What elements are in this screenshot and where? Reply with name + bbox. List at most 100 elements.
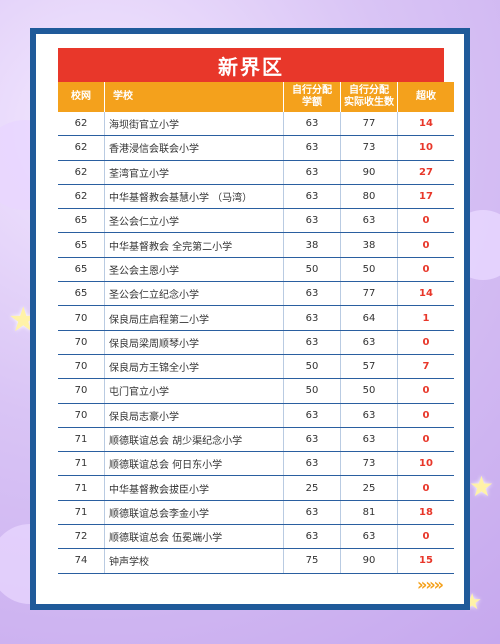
cell-over: 14 bbox=[397, 281, 454, 307]
cell-school: 保良局庄启程第二小学 bbox=[104, 305, 284, 331]
cell-over: 0 bbox=[397, 403, 454, 428]
table-body: 62 海坝街官立小学 63 77 14 62 香港浸信会联会小学 63 73 10 62 荃湾官立小学… bbox=[58, 112, 454, 574]
cell-school: 顺德联谊总会 何日东小学 bbox=[104, 451, 284, 477]
schools-table: 校网 学校 自行分配 学额 自行分配 实际收生数 超收 62 海坝街官立小学 63 7… bbox=[58, 82, 454, 574]
cell-admitted: 90 bbox=[340, 548, 398, 574]
cell-over: 17 bbox=[397, 184, 454, 210]
cell-allocated: 63 bbox=[283, 451, 341, 477]
table-row: 70 保良局庄启程第二小学 63 64 1 bbox=[58, 305, 454, 331]
cell-school: 荃湾官立小学 bbox=[104, 160, 284, 185]
cell-admitted: 38 bbox=[340, 232, 398, 258]
cell-allocated: 75 bbox=[283, 548, 341, 574]
table-row: 71 顺德联谊总会李金小学 63 81 18 bbox=[58, 500, 454, 526]
cell-admitted: 50 bbox=[340, 257, 398, 283]
cell-allocated: 38 bbox=[283, 232, 341, 258]
cell-over: 1 bbox=[397, 305, 454, 331]
cell-school: 香港浸信会联会小学 bbox=[104, 135, 284, 161]
header-school: 学校 bbox=[104, 82, 284, 112]
header-over: 超收 bbox=[397, 82, 454, 112]
cell-school: 保良局志豪小学 bbox=[104, 403, 284, 428]
header-admitted: 自行分配 实际收生数 bbox=[340, 82, 398, 112]
cell-net: 65 bbox=[58, 232, 105, 258]
cell-school: 圣公会主恩小学 bbox=[104, 257, 284, 283]
document-frame: 新界区 校网 学校 自行分配 学额 自行分配 实际收生数 超收 62 海坝街官立小… bbox=[30, 28, 470, 610]
cell-school: 保良局方王锦全小学 bbox=[104, 354, 284, 380]
cell-over: 10 bbox=[397, 451, 454, 477]
cell-allocated: 50 bbox=[283, 354, 341, 380]
cell-admitted: 80 bbox=[340, 184, 398, 210]
cell-net: 65 bbox=[58, 208, 105, 234]
cell-school: 中华基督教会 全完第二小学 bbox=[104, 232, 284, 258]
table-row: 62 香港浸信会联会小学 63 73 10 bbox=[58, 135, 454, 161]
cell-allocated: 63 bbox=[283, 500, 341, 526]
cell-net: 62 bbox=[58, 112, 105, 137]
cell-over: 0 bbox=[397, 475, 454, 501]
header-allocated-label: 自行分配 学额 bbox=[292, 85, 332, 108]
cell-over: 7 bbox=[397, 354, 454, 380]
cell-school: 屯门官立小学 bbox=[104, 378, 284, 404]
cell-allocated: 63 bbox=[283, 112, 341, 137]
table-row: 70 保良局梁周顺琴小学 63 63 0 bbox=[58, 330, 454, 355]
cell-net: 62 bbox=[58, 135, 105, 161]
cell-over: 0 bbox=[397, 378, 454, 404]
cell-allocated: 63 bbox=[283, 281, 341, 307]
cell-allocated: 63 bbox=[283, 403, 341, 428]
table-row: 70 屯门官立小学 50 50 0 bbox=[58, 378, 454, 404]
table-row: 65 中华基督教会 全完第二小学 38 38 0 bbox=[58, 232, 454, 258]
cell-allocated: 25 bbox=[283, 475, 341, 501]
cell-allocated: 63 bbox=[283, 184, 341, 210]
table-row: 71 顺德联谊总会 胡少渠纪念小学 63 63 0 bbox=[58, 427, 454, 453]
cell-school: 钟声学校 bbox=[104, 548, 284, 574]
cell-over: 10 bbox=[397, 135, 454, 161]
cell-over: 0 bbox=[397, 427, 454, 453]
cell-net: 70 bbox=[58, 330, 105, 355]
table-row: 70 保良局方王锦全小学 50 57 7 bbox=[58, 354, 454, 380]
cell-admitted: 81 bbox=[340, 500, 398, 526]
table-row: 65 圣公会仁立小学 63 63 0 bbox=[58, 208, 454, 234]
table-row: 62 中华基督教会基慧小学 （马湾） 63 80 17 bbox=[58, 184, 454, 210]
cell-school: 海坝街官立小学 bbox=[104, 112, 284, 137]
cell-allocated: 63 bbox=[283, 330, 341, 355]
cell-school: 顺德联谊总会李金小学 bbox=[104, 500, 284, 526]
cell-net: 70 bbox=[58, 305, 105, 331]
header-net: 校网 bbox=[58, 82, 105, 112]
cell-net: 62 bbox=[58, 160, 105, 185]
cell-net: 71 bbox=[58, 500, 105, 526]
cell-allocated: 63 bbox=[283, 305, 341, 331]
cell-net: 72 bbox=[58, 524, 105, 550]
cell-over: 15 bbox=[397, 548, 454, 574]
cell-admitted: 57 bbox=[340, 354, 398, 380]
cell-allocated: 63 bbox=[283, 208, 341, 234]
cell-allocated: 50 bbox=[283, 257, 341, 283]
cell-admitted: 77 bbox=[340, 112, 398, 137]
cell-admitted: 63 bbox=[340, 330, 398, 355]
cell-allocated: 63 bbox=[283, 524, 341, 550]
cell-net: 71 bbox=[58, 475, 105, 501]
cell-admitted: 90 bbox=[340, 160, 398, 185]
table-row: 72 顺德联谊总会 伍冕端小学 63 63 0 bbox=[58, 524, 454, 550]
cell-allocated: 63 bbox=[283, 160, 341, 185]
cell-over: 18 bbox=[397, 500, 454, 526]
cell-school: 顺德联谊总会 伍冕端小学 bbox=[104, 524, 284, 550]
page-title: 新界区 bbox=[58, 48, 444, 82]
cell-over: 14 bbox=[397, 112, 454, 137]
cell-over: 0 bbox=[397, 208, 454, 234]
cell-admitted: 77 bbox=[340, 281, 398, 307]
cell-admitted: 25 bbox=[340, 475, 398, 501]
cell-over: 0 bbox=[397, 257, 454, 283]
cell-admitted: 73 bbox=[340, 135, 398, 161]
header-allocated: 自行分配 学额 bbox=[283, 82, 341, 112]
cell-net: 71 bbox=[58, 427, 105, 453]
table-header-row: 校网 学校 自行分配 学额 自行分配 实际收生数 超收 bbox=[58, 82, 454, 112]
cell-net: 70 bbox=[58, 403, 105, 428]
cell-allocated: 63 bbox=[283, 135, 341, 161]
cell-allocated: 63 bbox=[283, 427, 341, 453]
cell-school: 圣公会仁立小学 bbox=[104, 208, 284, 234]
cell-admitted: 63 bbox=[340, 427, 398, 453]
table-row: 62 海坝街官立小学 63 77 14 bbox=[58, 112, 454, 137]
cell-allocated: 50 bbox=[283, 378, 341, 404]
cell-school: 顺德联谊总会 胡少渠纪念小学 bbox=[104, 427, 284, 453]
cell-net: 71 bbox=[58, 451, 105, 477]
cell-admitted: 50 bbox=[340, 378, 398, 404]
schools-table-wrap: 校网 学校 自行分配 学额 自行分配 实际收生数 超收 62 海坝街官立小学 63 7… bbox=[58, 82, 454, 574]
